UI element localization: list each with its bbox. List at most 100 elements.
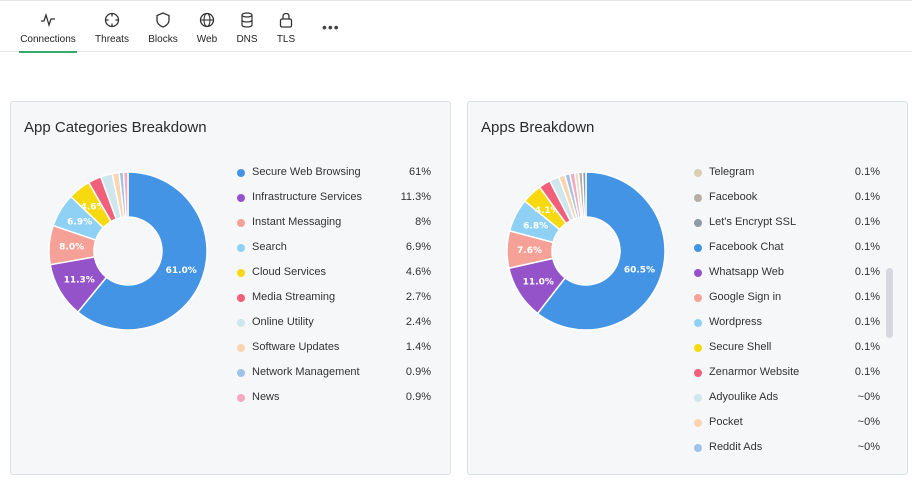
tab-label: Threats bbox=[95, 34, 129, 45]
legend-color-dot bbox=[237, 319, 245, 327]
globe-icon bbox=[199, 12, 215, 28]
apps-donut-chart: 60.5% 11.0% 7.6% 6.8% 4.1% bbox=[506, 171, 666, 331]
top-nav-bar: Connections Threats Blocks Web DNS TLS •… bbox=[0, 0, 912, 53]
legend-color-dot bbox=[694, 444, 702, 452]
apps-legend-scrollbar[interactable] bbox=[886, 268, 893, 338]
legend-label: Wordpress bbox=[709, 316, 762, 328]
legend-color-dot bbox=[694, 169, 702, 177]
legend-percent: 4.6% bbox=[405, 266, 431, 278]
tab-dns[interactable]: DNS bbox=[236, 1, 258, 52]
legend-color-dot bbox=[694, 369, 702, 377]
donut-slice[interactable] bbox=[581, 171, 587, 218]
donut-slice[interactable] bbox=[536, 171, 666, 331]
legend-item[interactable]: Secure Shell 0.1% bbox=[694, 341, 880, 366]
legend-item[interactable]: Adyoulike Ads ~0% bbox=[694, 391, 880, 416]
legend-item[interactable]: Search 6.9% bbox=[237, 241, 431, 266]
legend-item[interactable]: Software Updates 1.4% bbox=[237, 341, 431, 366]
more-tabs-button[interactable]: ••• bbox=[322, 19, 340, 35]
legend-color-dot bbox=[237, 394, 245, 402]
legend-percent: 0.9% bbox=[405, 391, 431, 403]
legend-color-dot bbox=[237, 219, 245, 227]
slice-label: 4.1% bbox=[535, 206, 560, 216]
legend-color-dot bbox=[694, 269, 702, 277]
legend-percent: ~0% bbox=[857, 391, 880, 403]
legend-item[interactable]: Secure Web Browsing 61% bbox=[237, 166, 431, 191]
legend-label: Let's Encrypt SSL bbox=[709, 216, 797, 228]
donut-slice[interactable] bbox=[76, 171, 208, 331]
tab-tls[interactable]: TLS bbox=[275, 1, 297, 52]
legend-label: Zenarmor Website bbox=[709, 366, 800, 378]
legend-color-dot bbox=[237, 169, 245, 177]
legend-color-dot bbox=[237, 194, 245, 202]
legend-item[interactable]: Whatsapp Web 0.1% bbox=[694, 266, 880, 291]
legend-percent: 6.9% bbox=[405, 241, 431, 253]
legend-percent: 0.1% bbox=[854, 366, 880, 378]
legend-item[interactable]: Google Sign in 0.1% bbox=[694, 291, 880, 316]
tab-label: TLS bbox=[276, 34, 296, 45]
database-icon bbox=[241, 12, 253, 28]
legend-item[interactable]: Infrastructure Services 11.3% bbox=[237, 191, 431, 216]
legend-percent: 0.1% bbox=[854, 216, 880, 228]
slice-label: 60.5% bbox=[624, 265, 655, 275]
legend-item[interactable]: Online Utility 2.4% bbox=[237, 316, 431, 341]
slice-label: 61.0% bbox=[166, 266, 197, 276]
legend-item[interactable]: Zenarmor Website 0.1% bbox=[694, 366, 880, 391]
tab-connections[interactable]: Connections bbox=[19, 1, 77, 53]
tab-label: Connections bbox=[20, 34, 76, 45]
legend-item[interactable]: Cloud Services 4.6% bbox=[237, 266, 431, 291]
legend-label: News bbox=[252, 391, 280, 403]
slice-label: 6.9% bbox=[67, 218, 92, 228]
legend-color-dot bbox=[694, 194, 702, 202]
legend-label: Reddit Ads bbox=[709, 441, 763, 453]
legend-percent: 2.4% bbox=[405, 316, 431, 328]
slice-label: 4.6% bbox=[81, 203, 106, 213]
legend-color-dot bbox=[237, 344, 245, 352]
legend-percent: 0.1% bbox=[854, 166, 880, 178]
legend-color-dot bbox=[237, 269, 245, 277]
legend-percent: 0.1% bbox=[854, 291, 880, 303]
legend-color-dot bbox=[694, 419, 702, 427]
legend-color-dot bbox=[694, 244, 702, 252]
legend-item[interactable]: Pocket ~0% bbox=[694, 416, 880, 441]
legend-percent: 8% bbox=[415, 216, 431, 228]
donut-slice[interactable] bbox=[122, 171, 129, 218]
slice-label: 8.0% bbox=[59, 243, 84, 253]
card-title: App Categories Breakdown bbox=[24, 119, 207, 136]
slice-label: 11.3% bbox=[64, 276, 95, 286]
legend-label: Infrastructure Services bbox=[252, 191, 363, 203]
slice-label: 11.0% bbox=[523, 277, 554, 287]
tab-web[interactable]: Web bbox=[196, 1, 218, 52]
tab-blocks[interactable]: Blocks bbox=[147, 1, 179, 52]
shield-icon bbox=[156, 12, 170, 28]
slice-label: 7.6% bbox=[517, 246, 542, 256]
tab-threats[interactable]: Threats bbox=[94, 1, 130, 52]
legend-label: Instant Messaging bbox=[252, 216, 342, 228]
legend-label: Secure Web Browsing bbox=[252, 166, 361, 178]
legend-item[interactable]: Reddit Ads ~0% bbox=[694, 441, 880, 466]
app-categories-legend: Secure Web Browsing 61% Infrastructure Ser… bbox=[237, 166, 431, 416]
legend-item[interactable]: Network Management 0.9% bbox=[237, 366, 431, 391]
legend-color-dot bbox=[694, 319, 702, 327]
legend-percent: 0.1% bbox=[854, 241, 880, 253]
legend-item[interactable]: Wordpress 0.1% bbox=[694, 316, 880, 341]
tab-label: DNS bbox=[236, 34, 258, 45]
legend-label: Telegram bbox=[709, 166, 755, 178]
legend-item[interactable]: Instant Messaging 8% bbox=[237, 216, 431, 241]
legend-item[interactable]: Telegram 0.1% bbox=[694, 166, 880, 191]
legend-percent: 0.1% bbox=[854, 316, 880, 328]
legend-item[interactable]: Facebook Chat 0.1% bbox=[694, 241, 880, 266]
legend-color-dot bbox=[694, 344, 702, 352]
legend-color-dot bbox=[694, 294, 702, 302]
legend-item[interactable]: Let's Encrypt SSL 0.1% bbox=[694, 216, 880, 241]
legend-item[interactable]: News 0.9% bbox=[237, 391, 431, 416]
legend-color-dot bbox=[237, 244, 245, 252]
legend-item[interactable]: Facebook 0.1% bbox=[694, 191, 880, 216]
legend-percent: 11.3% bbox=[400, 191, 431, 203]
legend-label: Network Management bbox=[252, 366, 360, 378]
legend-label: Facebook bbox=[709, 191, 758, 203]
legend-color-dot bbox=[237, 294, 245, 302]
legend-item[interactable]: Media Streaming 2.7% bbox=[237, 291, 431, 316]
crosshair-icon bbox=[104, 12, 120, 28]
legend-label: Search bbox=[252, 241, 287, 253]
app-categories-card: App Categories Breakdown 61.0% 11.3% 8.0% 6… bbox=[10, 101, 451, 475]
